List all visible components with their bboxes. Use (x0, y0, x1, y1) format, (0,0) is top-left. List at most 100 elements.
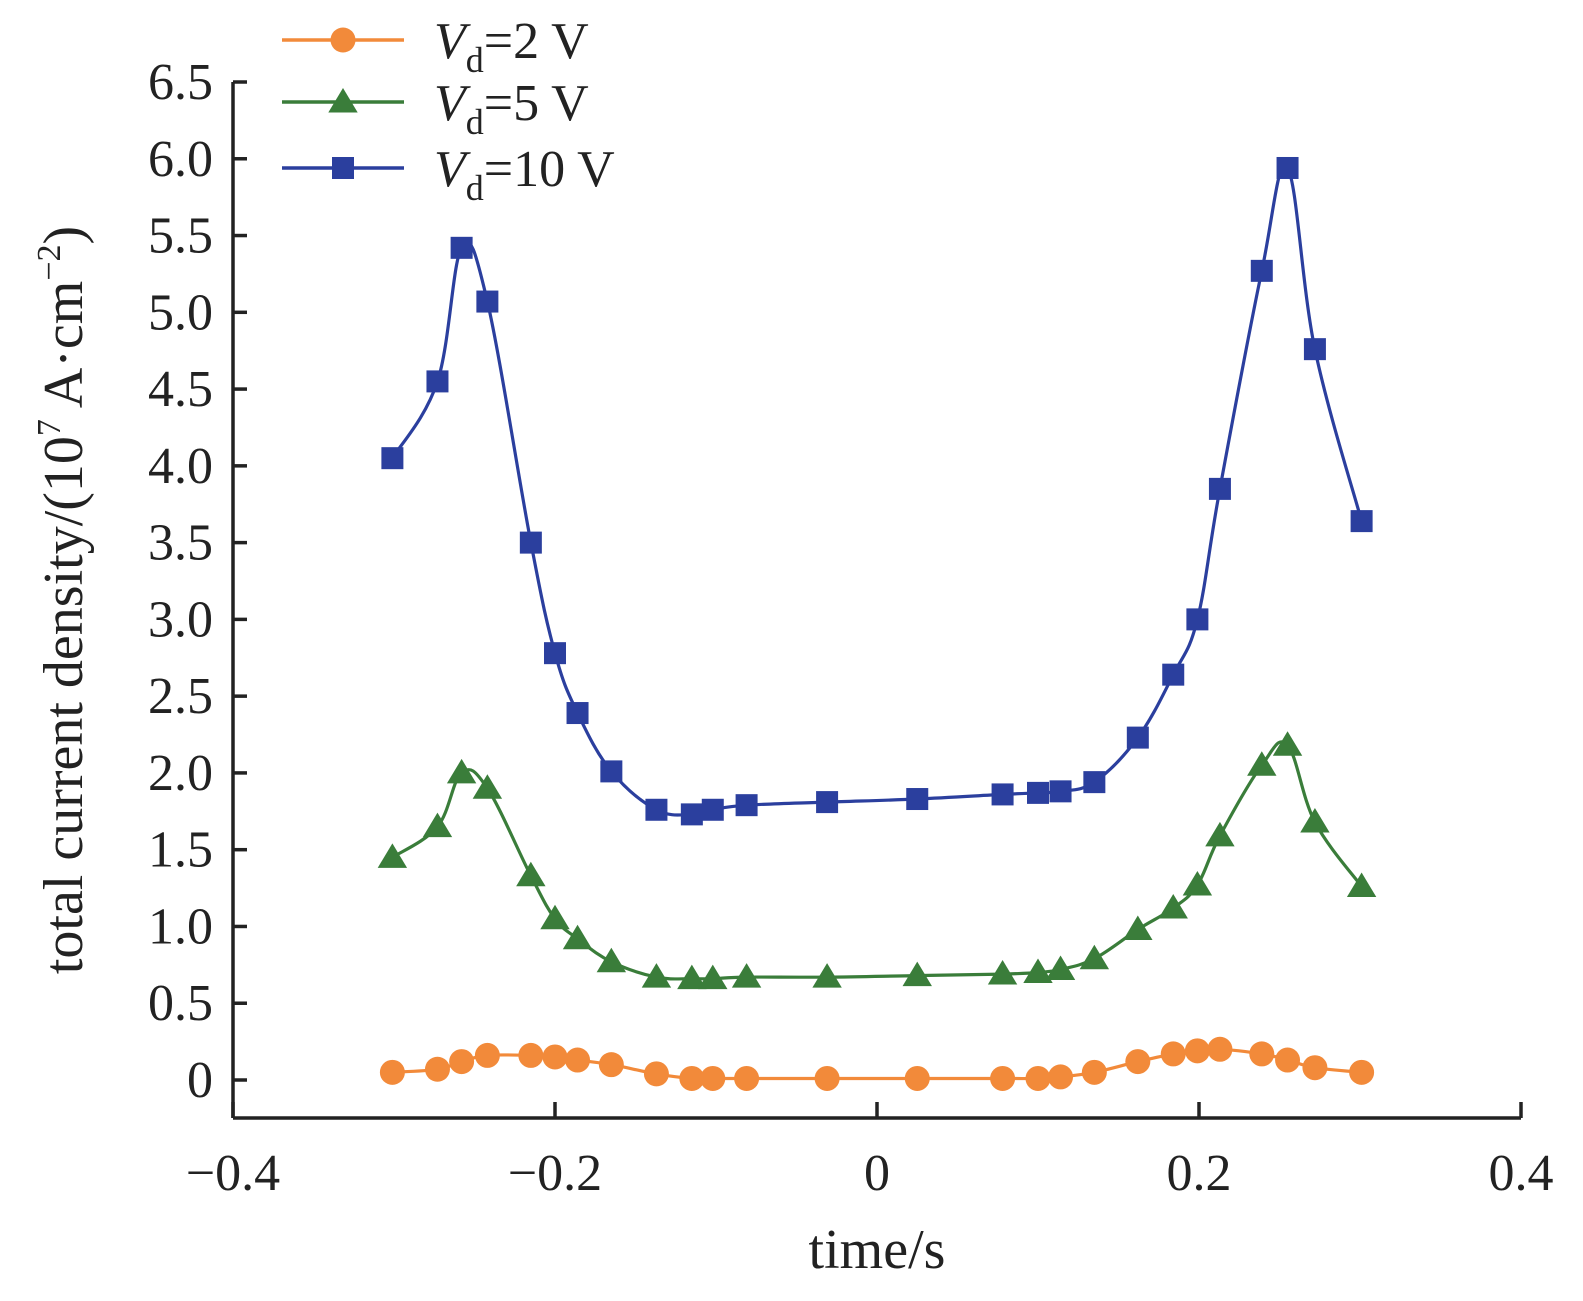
data-point (449, 1049, 475, 1075)
data-point (902, 961, 932, 987)
data-point (1125, 1049, 1151, 1075)
series-triangle (377, 731, 1377, 990)
data-point (598, 1052, 624, 1078)
data-point (701, 798, 724, 821)
data-point (812, 963, 842, 988)
data-point (1081, 1059, 1107, 1085)
legend-label-sub: d (466, 40, 484, 80)
data-point (991, 783, 1014, 806)
data-point (734, 1065, 760, 1091)
series-circle (379, 1036, 1375, 1091)
data-point (472, 774, 503, 799)
data-point (1027, 781, 1049, 804)
legend-marker (330, 27, 356, 53)
legend-item: Vd=10 V (282, 141, 615, 208)
data-point (1249, 1041, 1275, 1067)
y-tick-label: 2.0 (148, 745, 213, 802)
data-point (450, 236, 473, 259)
data-point (700, 1065, 726, 1091)
data-point (516, 861, 546, 887)
legend-label: Vd=10 V (434, 141, 615, 208)
data-point (476, 290, 499, 313)
legend-item: Vd=2 V (282, 13, 589, 80)
legend-label-main: V (434, 141, 471, 198)
y-tick-label: 3.5 (148, 515, 213, 572)
legend: Vd=2 VVd=5 VVd=10 V (282, 13, 615, 208)
data-point (426, 370, 449, 393)
data-point (987, 960, 1018, 985)
data-point (1349, 1059, 1375, 1085)
data-point (379, 1059, 405, 1085)
data-point (641, 963, 672, 988)
y-axis-title-unit-exp: −2 (31, 244, 68, 280)
series-line (391, 740, 1363, 981)
data-point (596, 947, 627, 973)
y-axis-title-exp: 7 (31, 419, 68, 436)
data-point (377, 843, 408, 868)
x-axis-title: time/s (809, 1219, 946, 1281)
data-point (1205, 821, 1235, 847)
y-tick-label: 1.5 (148, 822, 213, 879)
legend-label-rest: =5 V (484, 75, 589, 132)
data-point (518, 1042, 544, 1068)
data-point (381, 447, 404, 470)
legend-marker (332, 157, 354, 179)
axes: 0 0.5 1.0 1.5 2.0 2.5 3.0 3.5 4.0 4.5 5.0 5.5 6.0 6.5… (31, 54, 1554, 1281)
y-tick-label: 1.0 (148, 898, 213, 955)
data-point (645, 798, 668, 821)
data-point (562, 924, 593, 950)
data-point (1079, 944, 1110, 970)
data-point (1083, 771, 1106, 794)
data-point (1350, 510, 1373, 533)
series-layer (377, 156, 1377, 1091)
x-tick-label: 0.2 (1167, 1145, 1232, 1202)
y-tick-label: 6.5 (148, 54, 213, 111)
data-point (1250, 259, 1273, 282)
data-point (1158, 894, 1188, 919)
data-point (677, 964, 707, 990)
data-point (1272, 731, 1303, 756)
data-point (1123, 915, 1153, 941)
data-point (1346, 872, 1377, 898)
y-tick-label: 2.5 (148, 668, 213, 725)
y-tick-label: 5.5 (148, 208, 213, 265)
data-point (1300, 808, 1330, 833)
data-point (519, 531, 542, 554)
data-point (422, 812, 453, 838)
legend-label-main: V (434, 13, 471, 70)
legend-marker (328, 88, 358, 113)
data-point (680, 803, 703, 826)
data-point (424, 1056, 450, 1082)
data-point (566, 702, 589, 725)
data-point (906, 788, 929, 811)
data-point (1276, 156, 1299, 179)
data-point (1025, 1065, 1051, 1091)
data-point (1184, 1038, 1210, 1064)
data-point (474, 1042, 500, 1068)
data-point (540, 904, 570, 930)
x-tick-label: 0 (864, 1145, 890, 1202)
data-point (1207, 1036, 1233, 1062)
data-point (990, 1065, 1016, 1091)
legend-label: Vd=5 V (434, 75, 589, 142)
data-point (1182, 871, 1213, 896)
x-tick-label: −0.4 (186, 1145, 280, 1202)
y-tick-label: 6.0 (148, 131, 213, 188)
data-point (544, 642, 566, 665)
data-point (1186, 608, 1209, 631)
data-point (1023, 958, 1053, 984)
y-axis-title: total current density/(107 A·cm−2) (31, 226, 95, 974)
data-point (1275, 1047, 1301, 1073)
legend-label-sub: d (466, 168, 484, 208)
data-point (565, 1047, 591, 1073)
y-axis-title-unit: A·cm (33, 281, 95, 419)
y-axis-title-close: ) (33, 226, 95, 245)
data-point (735, 794, 758, 817)
legend-label-main: V (434, 75, 471, 132)
data-point (1048, 1064, 1074, 1090)
data-point (1303, 338, 1326, 361)
legend-item: Vd=5 V (282, 75, 589, 142)
data-point (1049, 780, 1072, 803)
data-point (731, 963, 762, 988)
